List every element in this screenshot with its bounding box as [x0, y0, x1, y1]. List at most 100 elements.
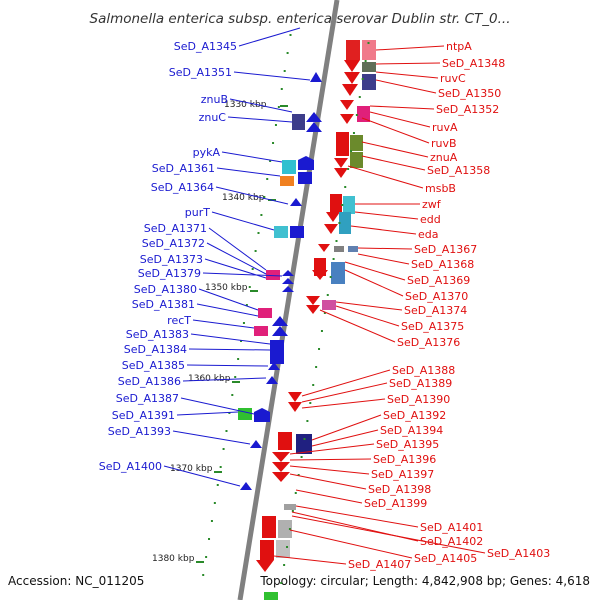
- leader-line: [344, 261, 406, 281]
- gene-label-SeD_A1352[interactable]: SeD_A1352: [436, 103, 499, 116]
- leader-line: [208, 227, 267, 271]
- feature-znuA[interactable]: [334, 132, 363, 178]
- gene-label-SeD_A1392[interactable]: SeD_A1392: [383, 409, 446, 422]
- gene-label-SeD_A1375[interactable]: SeD_A1375: [401, 320, 464, 333]
- leader-line: [186, 364, 269, 367]
- gene-label-SeD_A1388[interactable]: SeD_A1388: [392, 364, 455, 377]
- gene-label-SeD_A1381[interactable]: SeD_A1381: [132, 298, 195, 311]
- gene-label-SeD_A1368[interactable]: SeD_A1368: [411, 258, 474, 271]
- gene-label-eda[interactable]: eda: [418, 228, 439, 241]
- feature-SeD-A1379-1381[interactable]: [266, 270, 294, 292]
- gene-label-SeD_A1390[interactable]: SeD_A1390: [387, 393, 450, 406]
- leader-line: [361, 155, 426, 171]
- feature-SeD-A1364[interactable]: [290, 198, 302, 206]
- strand-dot: [274, 124, 277, 126]
- gene-label-SeD_A1370[interactable]: SeD_A1370: [405, 290, 468, 303]
- feature-SeD-A1351[interactable]: [310, 72, 322, 82]
- gene-label-SeD_A1393[interactable]: SeD_A1393: [108, 425, 171, 438]
- gene-label-zwf[interactable]: zwf: [422, 198, 442, 211]
- strand-dot: [291, 510, 294, 512]
- gene-label-znuC[interactable]: znuC: [199, 111, 227, 124]
- strand-dot: [344, 186, 347, 188]
- feature-znuB-znuC[interactable]: [292, 112, 322, 132]
- gene-label-SeD_A1374[interactable]: SeD_A1374: [404, 304, 467, 317]
- gene-label-SeD_A1350[interactable]: SeD_A1350: [438, 87, 501, 100]
- gene-label-SeD_A1405[interactable]: SeD_A1405: [414, 552, 477, 565]
- gene-label-znuB[interactable]: znuB: [201, 93, 228, 106]
- gene-label-SeD_A1396[interactable]: SeD_A1396: [373, 453, 436, 466]
- gene-label-SeD_A1345[interactable]: SeD_A1345: [174, 40, 237, 53]
- gene-label-SeD_A1371[interactable]: SeD_A1371: [144, 222, 207, 235]
- feature-SeD-A1388-1390[interactable]: [288, 392, 302, 412]
- gene-label-ruvA[interactable]: ruvA: [432, 121, 458, 134]
- gene-label-SeD_A1394[interactable]: SeD_A1394: [380, 424, 443, 437]
- gene-label-SeD_A1379[interactable]: SeD_A1379: [138, 267, 201, 280]
- gene-label-msbB[interactable]: msbB: [425, 182, 456, 195]
- gene-label-SeD_A1402[interactable]: SeD_A1402: [420, 535, 483, 548]
- leader-line: [289, 465, 370, 475]
- feature-SeD-A1401-1407[interactable]: [256, 504, 296, 572]
- gene-label-recT[interactable]: recT: [167, 314, 191, 327]
- gene-label-ntpA[interactable]: ntpA: [446, 40, 472, 53]
- gene-label-SeD_A1383[interactable]: SeD_A1383: [126, 328, 189, 341]
- feature-SeD-A1384-1387[interactable]: [266, 340, 284, 384]
- gene-label-purT[interactable]: purT: [185, 206, 210, 219]
- gene-label-znuA[interactable]: znuA: [430, 151, 458, 164]
- gene-label-SeD_A1348[interactable]: SeD_A1348: [442, 57, 505, 70]
- gene-label-edd[interactable]: edd: [420, 213, 441, 226]
- gene-label-SeD_A1397[interactable]: SeD_A1397: [371, 468, 434, 481]
- feature-SeD-A1392-1399[interactable]: [272, 432, 312, 482]
- strand-dot: [320, 330, 323, 332]
- gene-label-SeD_A1389[interactable]: SeD_A1389: [389, 377, 452, 390]
- gene-label-SeD_A1391[interactable]: SeD_A1391: [112, 409, 175, 422]
- feature-SeD-A1393[interactable]: [250, 440, 262, 448]
- feature-SeD-A1367-1370[interactable]: [312, 244, 358, 284]
- feature-zwf-edd-eda[interactable]: [324, 194, 355, 234]
- feature-ntpA[interactable]: [346, 40, 376, 60]
- strand-dot: [294, 492, 297, 494]
- strand-dot: [338, 222, 341, 224]
- gene-label-SeD_A1376[interactable]: SeD_A1376: [397, 336, 460, 349]
- gene-label-SeD_A1401[interactable]: SeD_A1401: [420, 521, 483, 534]
- gene-label-pykA[interactable]: pykA: [193, 146, 221, 159]
- gene-label-SeD_A1395[interactable]: SeD_A1395: [376, 438, 439, 451]
- gene-label-ruvC[interactable]: ruvC: [440, 72, 466, 85]
- gene-label-ruvB[interactable]: ruvB: [431, 137, 457, 150]
- feature-bottom-edge[interactable]: [264, 592, 278, 600]
- gene-label-SeD_A1364[interactable]: SeD_A1364: [151, 181, 214, 194]
- leader-line: [221, 151, 283, 163]
- gene-label-SeD_A1380[interactable]: SeD_A1380: [134, 283, 197, 296]
- feature-SeD-A1391[interactable]: [238, 408, 270, 422]
- feature-SeD-A1400[interactable]: [240, 482, 252, 490]
- gene-label-SeD_A1386[interactable]: SeD_A1386: [118, 375, 181, 388]
- gene-label-SeD_A1398[interactable]: SeD_A1398: [368, 483, 431, 496]
- strand-dot: [237, 358, 240, 360]
- gene-label-SeD_A1403[interactable]: SeD_A1403: [487, 547, 550, 560]
- strand-dot: [213, 502, 216, 504]
- feature-recT[interactable]: [254, 308, 288, 336]
- gene-label-SeD_A1351[interactable]: SeD_A1351: [169, 66, 232, 79]
- feature-ruvC-cluster[interactable]: [342, 60, 376, 96]
- feature-SeD-A1374[interactable]: [306, 296, 336, 314]
- strand-dot: [251, 268, 254, 270]
- feature-SeD-A1352[interactable]: [340, 100, 370, 124]
- leader-line: [344, 269, 404, 297]
- strand-dot: [234, 376, 237, 378]
- gene-label-SeD_A1407[interactable]: SeD_A1407: [348, 558, 411, 571]
- feature-pykA[interactable]: [280, 156, 314, 186]
- gene-label-SeD_A1358[interactable]: SeD_A1358: [427, 164, 490, 177]
- gene-label-SeD_A1399[interactable]: SeD_A1399: [364, 497, 427, 510]
- gene-label-SeD_A1400[interactable]: SeD_A1400: [99, 460, 162, 473]
- leader-line: [369, 111, 431, 128]
- gene-label-SeD_A1384[interactable]: SeD_A1384: [124, 343, 187, 356]
- gene-label-SeD_A1369[interactable]: SeD_A1369: [407, 274, 470, 287]
- forward-strand-features: [256, 40, 376, 572]
- gene-label-SeD_A1372[interactable]: SeD_A1372: [142, 237, 205, 250]
- gene-label-SeD_A1373[interactable]: SeD_A1373: [140, 253, 203, 266]
- gene-label-SeD_A1387[interactable]: SeD_A1387: [116, 392, 179, 405]
- gene-label-SeD_A1361[interactable]: SeD_A1361: [152, 162, 215, 175]
- leader-line: [350, 225, 417, 235]
- feature-purT[interactable]: [274, 226, 304, 238]
- gene-label-SeD_A1367[interactable]: SeD_A1367: [414, 243, 477, 256]
- gene-label-SeD_A1385[interactable]: SeD_A1385: [122, 359, 185, 372]
